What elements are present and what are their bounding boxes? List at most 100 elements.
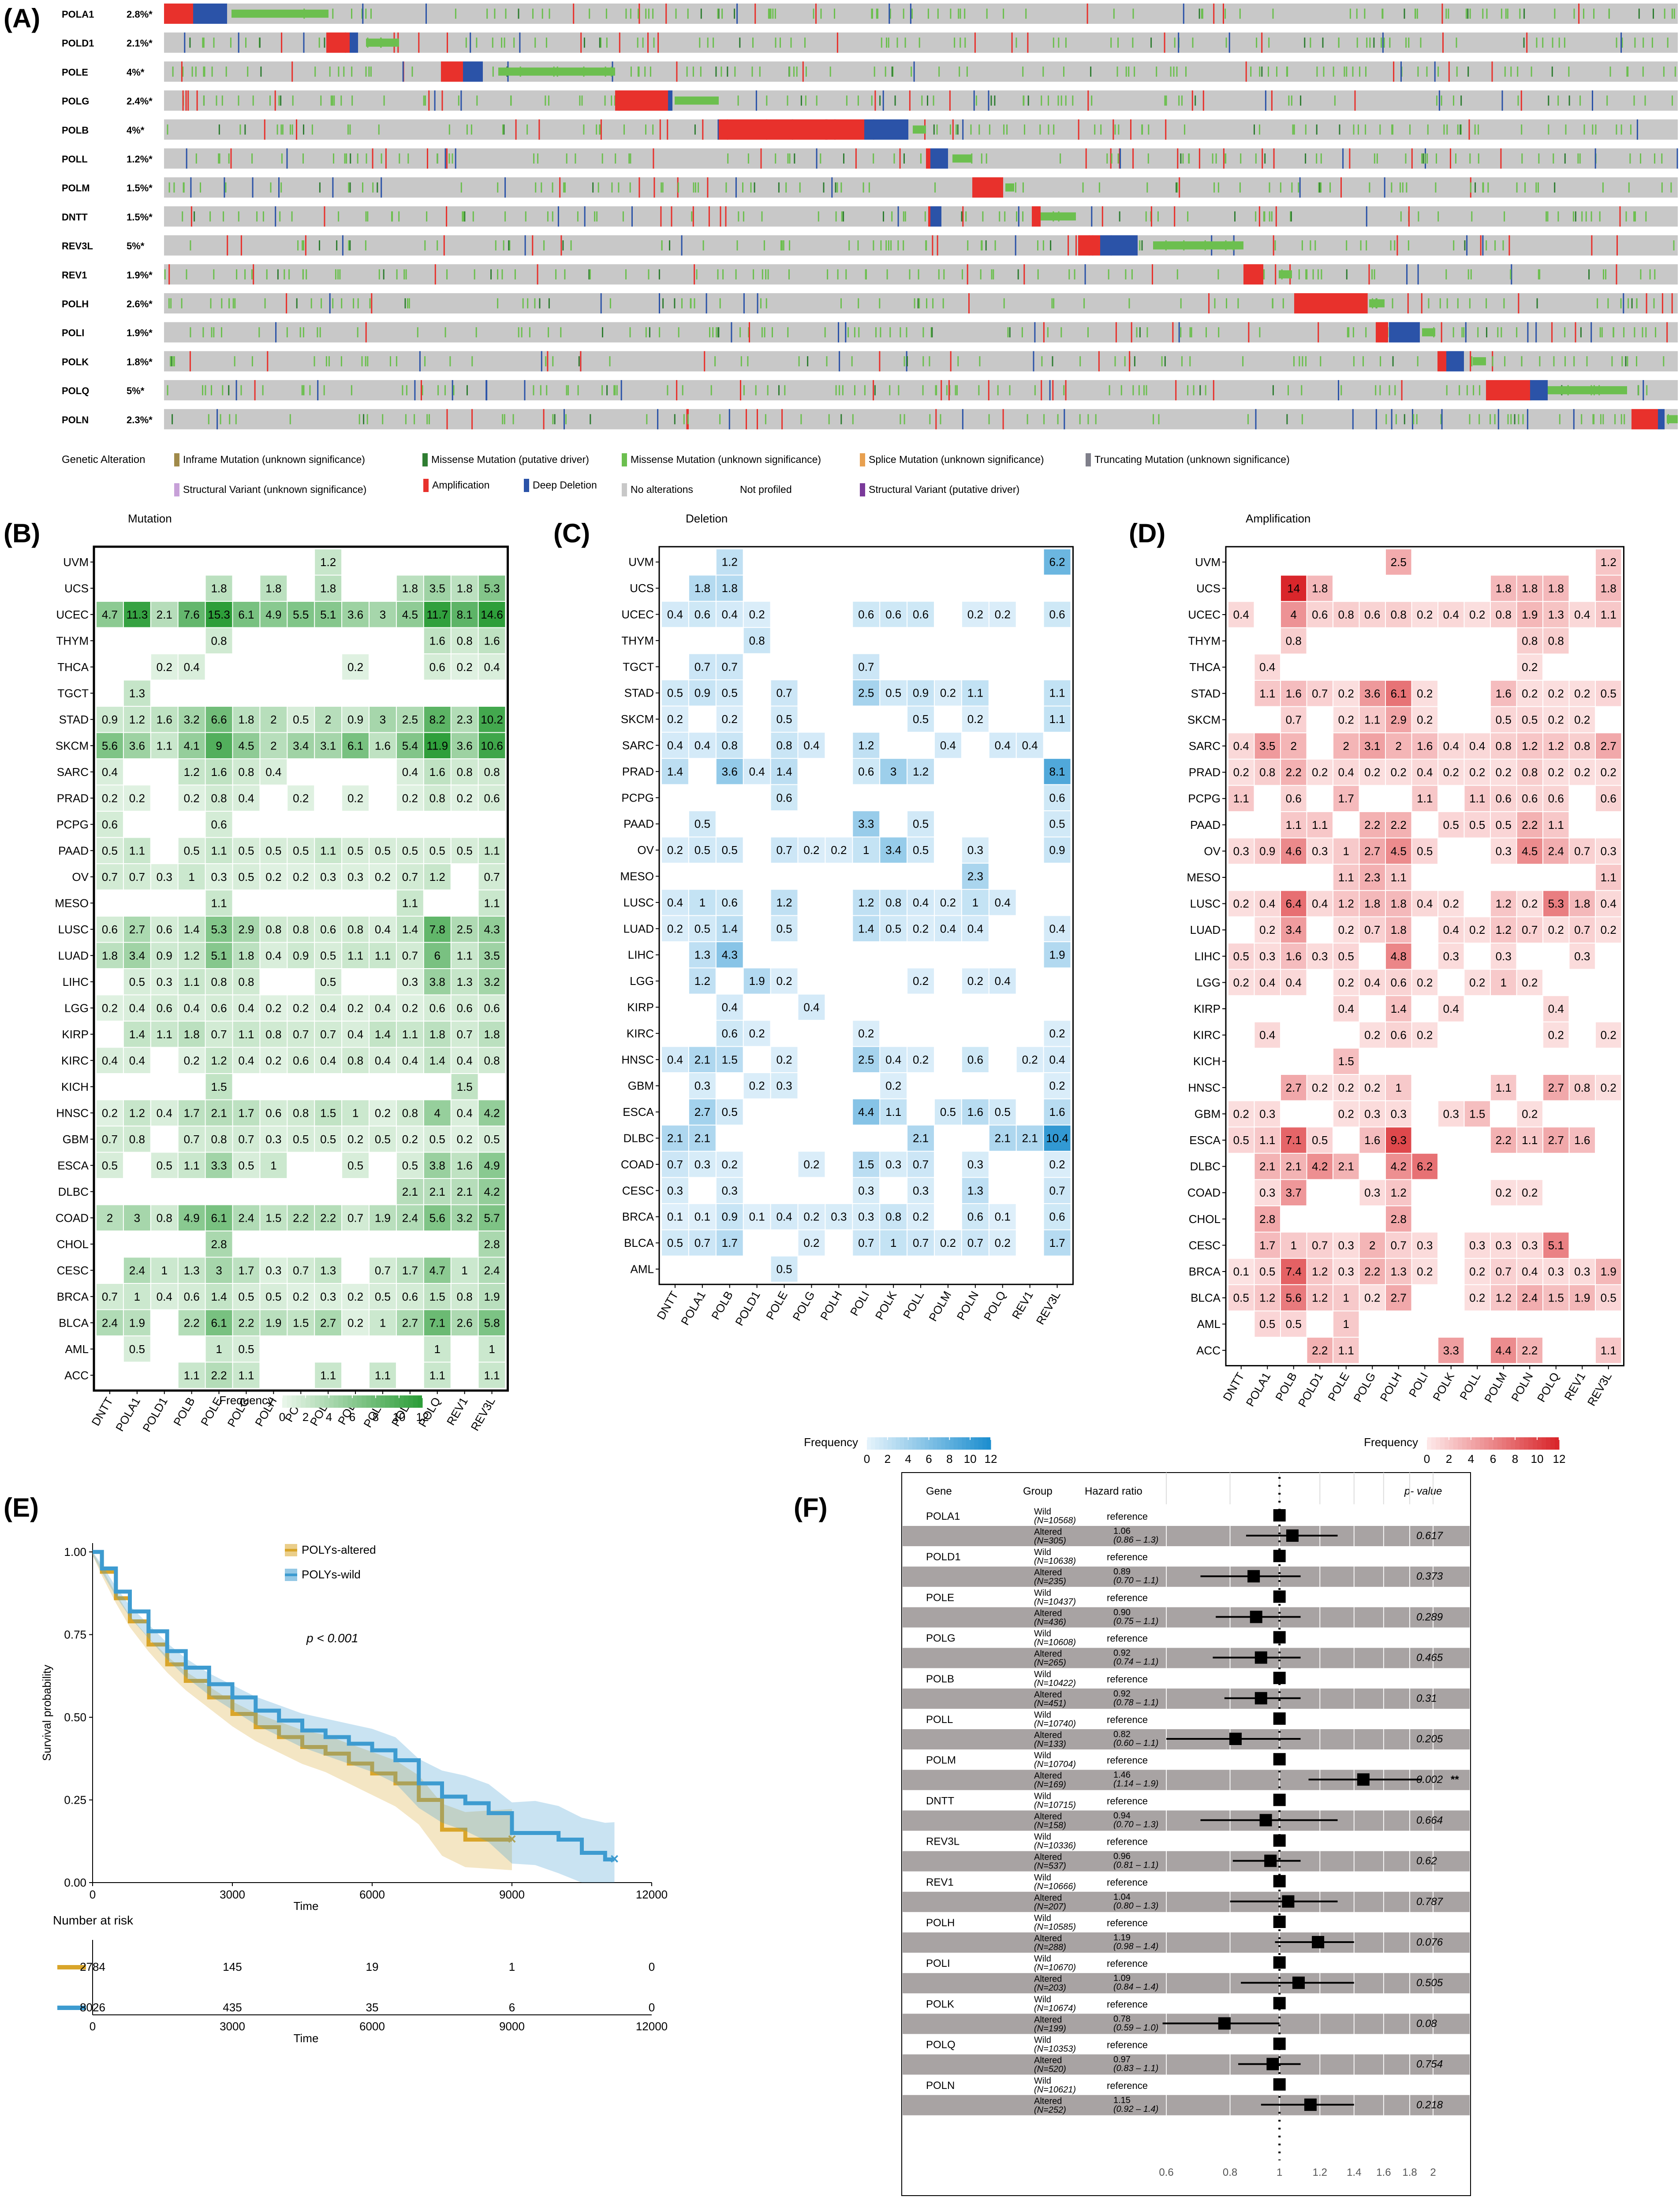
alteration-mark <box>474 269 475 280</box>
panel-label-c: (C) <box>553 518 590 548</box>
heatmap-cell <box>1386 602 1411 627</box>
heatmap-cell <box>315 1205 342 1231</box>
alteration-mark <box>772 327 773 338</box>
row-label: KIRC <box>627 1027 654 1040</box>
alteration-mark <box>1041 95 1042 106</box>
alteration-mark <box>1015 37 1017 48</box>
alteration-mark <box>1591 235 1593 256</box>
alteration-mark <box>1131 269 1133 280</box>
legend-tick-label: 12 <box>1553 1452 1566 1466</box>
heatmap-cell <box>396 917 423 942</box>
cell-value: 1.8 <box>320 582 336 595</box>
heatmap-cell <box>1543 575 1569 601</box>
cell-value: 2.7 <box>694 1105 710 1119</box>
x-axis-label: Time <box>294 1899 319 1913</box>
heatmap-cell <box>825 1204 852 1230</box>
cell-value: 2.1 <box>667 1132 683 1145</box>
alteration-mark <box>1078 119 1079 140</box>
heatmap-cell <box>989 890 1016 915</box>
alteration-mark <box>1389 385 1390 395</box>
heatmap-cell <box>880 837 907 863</box>
cell-value: 0.7 <box>694 1236 710 1249</box>
alteration-mark <box>1634 327 1635 338</box>
alteration-mark <box>1138 385 1140 395</box>
heatmap-cell <box>1359 891 1385 917</box>
heatmap-cell <box>1596 575 1621 601</box>
alteration-mark <box>600 293 602 313</box>
alteration-mark <box>767 385 769 395</box>
cell-value: 0.2 <box>1522 660 1538 674</box>
alteration-mark <box>909 269 911 280</box>
alteration-mark <box>1520 90 1522 111</box>
alteration-mark <box>425 95 426 106</box>
heatmap-cell <box>123 969 150 995</box>
alteration-mark <box>564 182 566 193</box>
heatmap-cell <box>962 680 989 706</box>
wild-n: (N=10336) <box>1034 1841 1076 1851</box>
cell-value: 1.2 <box>184 949 200 962</box>
alteration-mark <box>539 298 541 309</box>
x-tick-label: 1.6 <box>1376 2167 1391 2178</box>
gene-percent: 2.4%* <box>127 96 153 107</box>
heatmap-cell <box>233 838 260 863</box>
alteration-mark <box>954 37 956 48</box>
heatmap-cell <box>315 1284 342 1309</box>
heatmap-cell <box>451 917 478 942</box>
cell-value: 0.7 <box>402 949 418 962</box>
alteration-mark <box>437 385 439 395</box>
heatmap-cell <box>178 995 205 1021</box>
alteration-mark <box>1053 37 1054 48</box>
heatmap-cell <box>1333 759 1359 785</box>
alteration-mark <box>211 66 213 77</box>
cell-value: 0.4 <box>184 1001 200 1014</box>
alteration-mark <box>739 37 741 48</box>
cell-value: 0.2 <box>265 1054 281 1067</box>
alteration-mark <box>1602 414 1604 425</box>
heatmap-cell <box>689 680 716 706</box>
heatmap-cell <box>1281 1311 1307 1337</box>
alteration-mark <box>933 95 934 106</box>
alteration-mark <box>1262 148 1263 169</box>
alteration-mark <box>362 182 363 193</box>
alteration-mark <box>1174 37 1176 48</box>
cell-value: 0.5 <box>667 1236 683 1249</box>
heatmap-cell <box>478 1284 505 1309</box>
alteration-mark <box>368 66 370 77</box>
risk-x-tick-label: 12000 <box>636 2020 668 2033</box>
alteration-mark <box>581 95 583 106</box>
legend-gradient-step <box>315 1395 320 1408</box>
legend-gradient-step <box>1493 1437 1498 1450</box>
alteration-mark <box>414 414 415 425</box>
cell-value: 0.2 <box>1049 1027 1065 1040</box>
alteration-mark <box>873 240 874 251</box>
heatmap-cell <box>1569 733 1595 759</box>
alteration-mark <box>543 409 545 429</box>
heatmap-cell <box>689 654 716 679</box>
heatmap-cell <box>1596 1259 1621 1284</box>
heatmap-cell <box>342 1310 369 1335</box>
alteration-mark <box>686 66 688 77</box>
heatmap-cell <box>689 575 716 601</box>
cell-value: 3.6 <box>129 739 145 752</box>
alteration-mark <box>1158 414 1160 425</box>
cell-value: 1.2 <box>1548 739 1564 753</box>
cell-value: 0.5 <box>293 844 309 857</box>
alteration-mark <box>1120 385 1122 395</box>
alteration-mark <box>381 177 382 198</box>
alteration-mark <box>910 4 911 24</box>
alteration-mark <box>1393 61 1395 82</box>
alteration-mark <box>628 153 630 164</box>
heatmap-cell <box>1596 917 1621 943</box>
cell-value: 0.6 <box>1049 1210 1065 1223</box>
alteration-mark <box>1125 66 1127 77</box>
cell-value: 5.1 <box>211 949 227 962</box>
alteration-mark <box>1599 327 1601 338</box>
oncoprint-legend: Genetic Alteration Inframe Mutation (unkn… <box>62 453 1290 496</box>
alteration-mark <box>1624 414 1625 425</box>
alteration-mark <box>426 4 427 24</box>
cell-value: 4 <box>1291 608 1297 621</box>
wild-label: Wild <box>1034 1751 1051 1760</box>
cell-value: 0.3 <box>858 1184 874 1197</box>
alteration-mark <box>1519 8 1521 19</box>
alteration-mark <box>525 211 526 222</box>
